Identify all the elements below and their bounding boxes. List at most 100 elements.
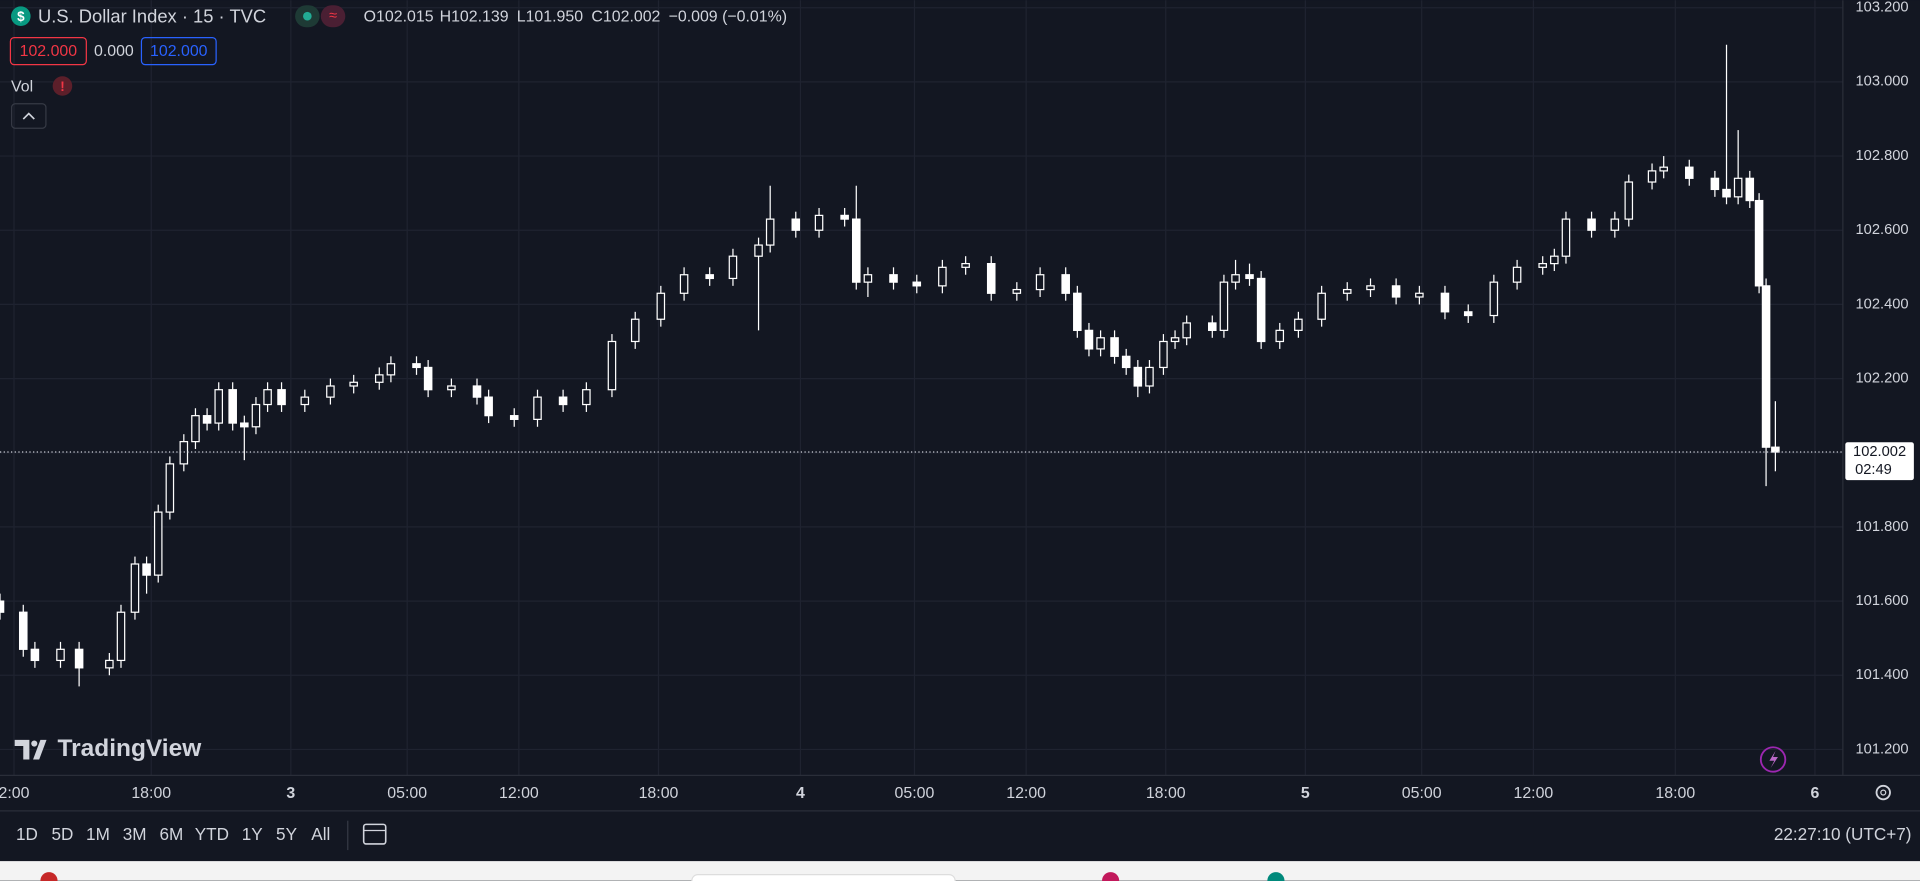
candle-body xyxy=(1035,274,1045,291)
candle-body xyxy=(1294,318,1303,331)
x-tick-label: 4 xyxy=(796,785,805,802)
candle-body xyxy=(814,214,824,231)
x-tick-label: 18:00 xyxy=(639,785,679,802)
symbol-title[interactable]: U.S. Dollar Index · 15 · TVC xyxy=(38,5,266,26)
candle-body xyxy=(533,396,542,420)
candle-body xyxy=(1096,337,1105,350)
candle-body xyxy=(656,292,666,320)
bid: 102.000 xyxy=(20,43,78,60)
candle-body xyxy=(202,415,212,424)
range-button[interactable]: 3M xyxy=(123,824,147,844)
candle-body xyxy=(300,396,310,406)
ohlc-value: L101.950 xyxy=(517,9,583,26)
candle-body xyxy=(791,218,801,231)
candle-body xyxy=(961,262,970,268)
y-tick-label: 101.200 xyxy=(1855,741,1908,757)
taskbar-search[interactable] xyxy=(691,873,956,881)
range-button[interactable]: YTD xyxy=(195,824,229,844)
candle-body xyxy=(263,389,272,406)
taskbar-icon[interactable] xyxy=(1102,872,1120,881)
candle-body xyxy=(1275,329,1285,343)
candle-body xyxy=(1366,285,1375,291)
alert-button[interactable] xyxy=(1759,746,1787,773)
candle-body xyxy=(607,340,617,391)
volume-warning[interactable] xyxy=(52,76,73,96)
y-tick-label: 101.600 xyxy=(1855,593,1908,609)
y-tick-label: 102.600 xyxy=(1855,222,1908,238)
ask-box[interactable] xyxy=(140,37,217,66)
collapse-icon xyxy=(22,112,35,120)
volume-label: Vol xyxy=(11,78,33,95)
candle-body xyxy=(240,422,249,428)
symbol-icon xyxy=(11,6,31,27)
candle-body xyxy=(1133,366,1143,387)
y-tick-label: 103.000 xyxy=(1855,74,1908,90)
candle-body xyxy=(277,389,286,406)
candle-body xyxy=(214,389,224,424)
candle-body xyxy=(386,363,396,376)
range-button[interactable]: All xyxy=(311,824,330,844)
ohlc-value: H102.139 xyxy=(440,9,509,26)
candle-body xyxy=(1771,446,1780,453)
candle-body xyxy=(1761,285,1771,448)
date-range-button[interactable] xyxy=(362,823,387,845)
x-tick-label: 05:00 xyxy=(895,785,935,802)
y-tick-label: 102.200 xyxy=(1855,370,1908,386)
range-buttons: 1D 5D 1M 3M 6M YTD 1Y 5Y All xyxy=(16,824,330,844)
candle-body xyxy=(754,244,763,257)
candle-body xyxy=(1659,166,1668,172)
candle-body xyxy=(1610,218,1620,231)
candle-body xyxy=(1391,285,1401,298)
spread: 0.000 xyxy=(94,43,134,60)
candle-body xyxy=(1256,277,1266,343)
candle-body xyxy=(1561,218,1571,257)
candle-body xyxy=(1110,337,1119,357)
x-tick-label: 3 xyxy=(286,785,295,802)
range-button[interactable]: 1Y xyxy=(242,824,264,844)
range-button[interactable]: 6M xyxy=(160,824,184,844)
taskbar-icon[interactable] xyxy=(1267,872,1285,881)
candle-body xyxy=(74,648,84,669)
x-tick-label: 12:00 xyxy=(499,785,539,802)
range-button[interactable]: 5Y xyxy=(276,824,298,844)
settings-button[interactable] xyxy=(1875,784,1891,801)
ohlc-value: O102.015 xyxy=(364,9,434,26)
candle-body xyxy=(326,385,335,398)
candle-body xyxy=(705,274,714,280)
taskbar-icon[interactable] xyxy=(40,872,58,881)
candle-body xyxy=(1733,177,1743,198)
candle-body xyxy=(484,396,493,417)
candle-body xyxy=(851,218,861,283)
collapse-button[interactable] xyxy=(11,103,47,129)
countdown: 02:49 xyxy=(1855,462,1892,478)
candle-body xyxy=(912,281,922,287)
range-button[interactable]: 1M xyxy=(86,824,110,844)
candle-body xyxy=(1754,199,1764,287)
candle-body xyxy=(30,648,40,662)
logo-mark xyxy=(31,740,38,747)
candle-body xyxy=(1121,355,1131,369)
candle-body xyxy=(0,600,5,613)
candle-body xyxy=(1624,181,1634,220)
range-button[interactable]: 5D xyxy=(51,824,73,844)
candle-body xyxy=(374,374,384,383)
volume-warning-glyph: ! xyxy=(60,79,64,94)
taskbar xyxy=(0,861,1920,881)
clock[interactable]: 22:27:10 (UTC+7) xyxy=(1774,824,1912,844)
range-button[interactable]: 1D xyxy=(16,824,38,844)
candle-body xyxy=(472,385,482,398)
candle-body xyxy=(165,463,175,513)
y-tick-label: 101.400 xyxy=(1855,667,1908,683)
status-badge[interactable] xyxy=(320,5,346,28)
x-tick-label: 6 xyxy=(1811,785,1820,802)
settings-icon xyxy=(1880,789,1887,796)
candle-body xyxy=(1415,292,1424,298)
x-tick-label: 2:00 xyxy=(0,785,30,802)
candle-body xyxy=(1219,281,1229,331)
candle-body xyxy=(412,363,421,369)
candle-body xyxy=(1159,340,1168,369)
bid-box[interactable] xyxy=(9,37,87,66)
